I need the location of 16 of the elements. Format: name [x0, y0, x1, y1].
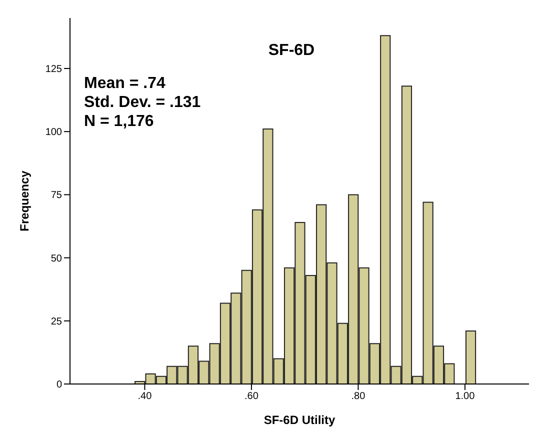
- y-tick-label: 25: [50, 316, 62, 328]
- annotation: Mean = .74: [84, 74, 166, 93]
- x-tick-label: .40: [138, 391, 152, 402]
- y-tick-label: 50: [50, 253, 62, 264]
- y-axis-title: Frequency: [17, 170, 32, 232]
- y-tick-label: 125: [45, 64, 62, 76]
- x-tick-label: .80: [351, 391, 366, 402]
- y-tick-label: 0: [56, 380, 62, 391]
- annotation: Std. Dev. = .131: [84, 93, 201, 112]
- x-tick-label: 1.00: [455, 391, 476, 402]
- x-axis-title: SF-6D Utility: [264, 413, 336, 427]
- text: SF-6D: [267, 42, 316, 60]
- annotation: N = 1,176: [84, 112, 155, 131]
- y-tick-label: 100: [45, 127, 62, 138]
- y-tick-label: 75: [50, 190, 62, 202]
- x-tick-label: .60: [244, 391, 259, 402]
